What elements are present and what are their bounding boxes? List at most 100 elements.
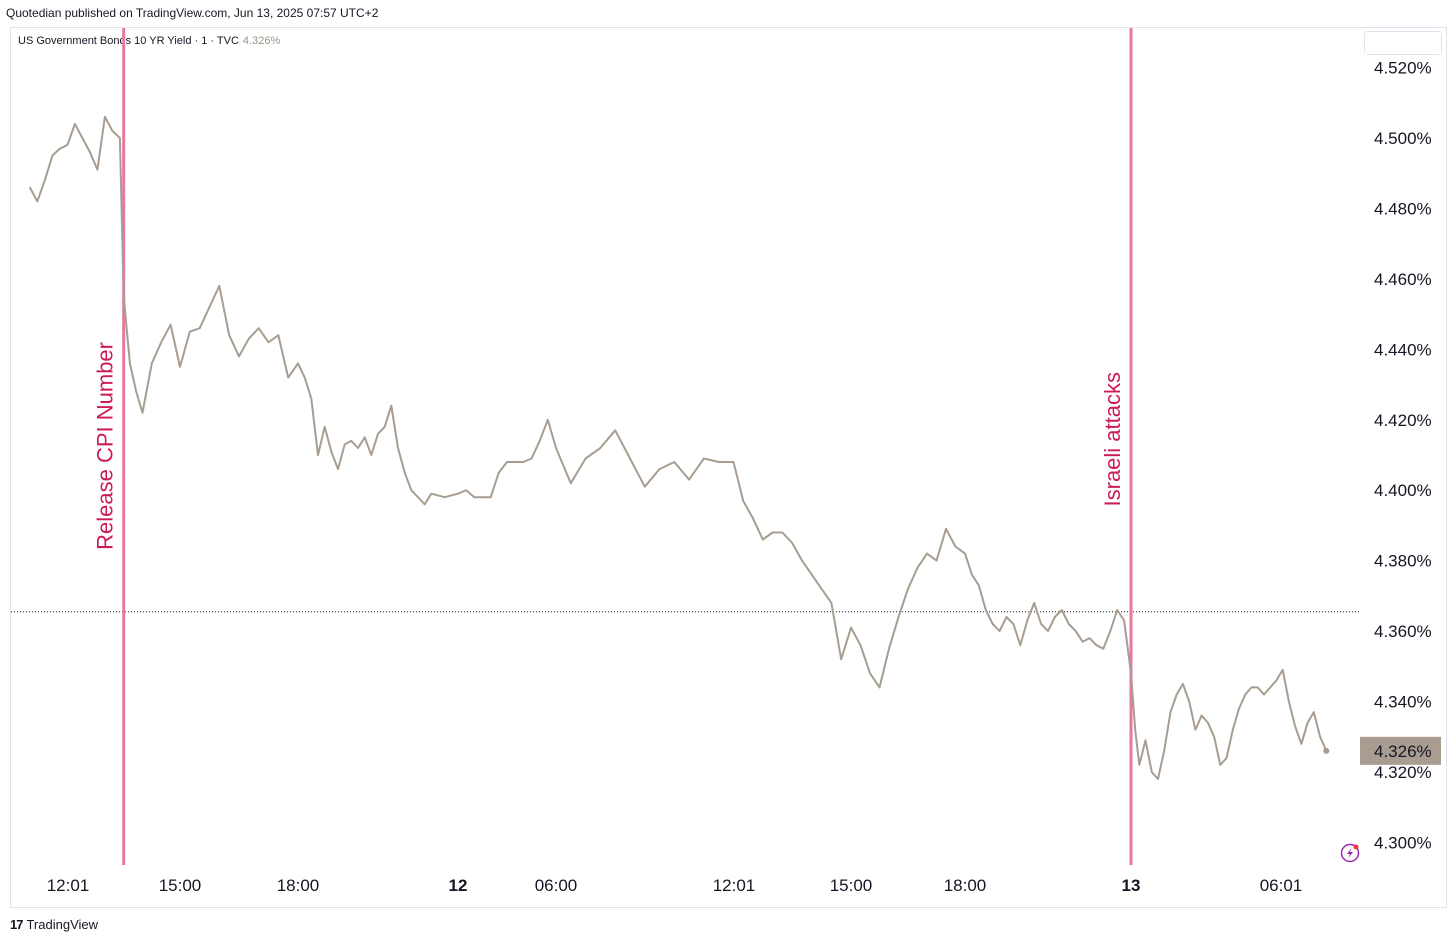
series-point — [66, 144, 68, 146]
series-point — [992, 623, 994, 625]
series-point — [570, 482, 572, 484]
series-point — [1207, 722, 1209, 724]
series-point — [324, 426, 326, 428]
series-point — [1033, 602, 1035, 604]
series-point — [330, 450, 332, 453]
series-point — [51, 154, 53, 157]
last-point-marker — [1323, 747, 1330, 754]
y-tick-label: 4.340% — [1374, 693, 1432, 712]
series-point — [410, 489, 412, 491]
y-tick-label: 4.360% — [1374, 622, 1432, 641]
x-tick-label: 15:00 — [830, 876, 873, 895]
lightning-icon[interactable] — [1340, 843, 1360, 863]
x-tick-label: 12 — [449, 876, 468, 895]
series-point — [1095, 644, 1098, 646]
series-point — [1201, 715, 1203, 717]
series-point — [238, 355, 240, 357]
series-point — [481, 496, 484, 498]
series-point — [1012, 623, 1015, 625]
series-point — [916, 567, 919, 569]
series-point — [397, 447, 399, 449]
series-point — [74, 123, 76, 125]
series-point — [1061, 609, 1063, 611]
series-point — [151, 362, 153, 365]
series-point — [179, 366, 181, 368]
series-point — [514, 461, 516, 463]
series-point — [869, 672, 871, 674]
series-point — [1109, 630, 1111, 632]
series-point — [277, 334, 279, 336]
series-point — [703, 457, 705, 460]
series-point — [1176, 693, 1178, 696]
series-point — [1134, 729, 1136, 731]
series-point — [1225, 757, 1228, 759]
series-point — [424, 503, 426, 505]
series-point — [1163, 750, 1165, 752]
series-point — [465, 489, 467, 491]
x-tick-label: 13 — [1122, 876, 1141, 895]
series-point — [1068, 623, 1070, 625]
series-point — [781, 531, 783, 534]
series-point — [44, 179, 46, 181]
series-point — [199, 327, 201, 329]
series-point — [1269, 686, 1271, 689]
footer-brand[interactable]: 17 TradingView — [10, 917, 98, 932]
series-point — [985, 609, 987, 611]
instrument-legend[interactable]: US Government Bonds 10 YR Yield · 1 · TV… — [18, 35, 280, 47]
series-point — [926, 552, 928, 555]
series-point — [248, 338, 250, 340]
series-point — [1081, 641, 1084, 643]
x-tick-label: 06:00 — [535, 876, 578, 895]
series-point — [370, 454, 372, 456]
series-point — [1182, 683, 1184, 685]
series-point — [36, 200, 38, 202]
series-point — [830, 602, 832, 604]
series-point — [629, 457, 631, 460]
series-point — [547, 419, 549, 421]
annotation-label-2: Israeli attacks — [1100, 372, 1125, 507]
series-point — [530, 457, 533, 460]
series-point — [377, 433, 379, 435]
series-point — [935, 560, 938, 562]
series-point — [1188, 700, 1190, 703]
y-tick-label: 4.420% — [1374, 411, 1432, 430]
series-point — [344, 443, 346, 446]
series-point — [1300, 743, 1302, 745]
series-point — [1157, 778, 1159, 780]
y-tick-label: 4.400% — [1374, 481, 1432, 500]
series-point — [897, 616, 900, 618]
series-point — [506, 461, 508, 463]
series-point — [89, 151, 91, 153]
series-point — [1213, 736, 1215, 738]
series-point — [522, 461, 524, 463]
last-value-badge — [1360, 736, 1441, 765]
tradingview-logo-icon: 17 — [10, 917, 24, 932]
series-point — [104, 116, 106, 118]
series-point — [119, 137, 121, 139]
series-point — [337, 468, 339, 470]
series-point — [1319, 736, 1321, 738]
series-point — [457, 493, 459, 495]
series-point — [539, 440, 541, 442]
series-point — [888, 648, 890, 650]
series-point — [141, 412, 144, 414]
series-point — [364, 436, 366, 438]
y-tick-label: 4.460% — [1374, 270, 1432, 289]
series-point — [1116, 609, 1118, 611]
series-point — [384, 426, 386, 428]
series-point — [964, 552, 966, 555]
series-point — [1313, 711, 1315, 713]
series-point — [357, 447, 359, 449]
series-point — [1130, 672, 1132, 674]
series-point — [1144, 739, 1147, 741]
series-point — [584, 457, 587, 460]
series-point — [123, 295, 125, 298]
y-tick-label: 4.300% — [1374, 833, 1432, 852]
series-point — [742, 500, 744, 502]
series-point — [1282, 669, 1284, 671]
instrument-last-value: 4.326% — [242, 35, 281, 47]
series-point — [878, 686, 881, 689]
series-point — [59, 147, 61, 150]
series-point — [297, 362, 299, 365]
